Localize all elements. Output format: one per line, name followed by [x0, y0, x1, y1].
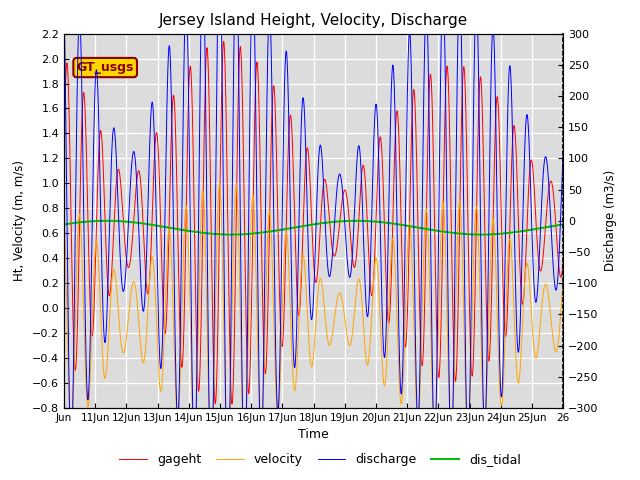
Text: GT_usgs: GT_usgs	[77, 61, 134, 74]
Line: gageht: gageht	[64, 41, 563, 404]
discharge	[85, 380, 93, 386]
gageht	[241, 244, 249, 250]
velocity	[60, 205, 68, 211]
discharge	[430, 438, 438, 444]
dis_tidal	[378, 219, 385, 225]
discharge	[241, 469, 249, 475]
velocity	[378, 342, 385, 348]
Line: velocity: velocity	[64, 183, 563, 451]
velocity	[430, 424, 438, 430]
velocity	[241, 441, 249, 446]
discharge	[457, 12, 465, 17]
dis_tidal	[241, 231, 248, 237]
dis_tidal	[559, 221, 567, 227]
gageht	[60, 148, 68, 154]
discharge	[356, 145, 364, 151]
gageht	[356, 204, 364, 210]
Line: dis_tidal: dis_tidal	[64, 221, 563, 235]
gageht	[559, 257, 567, 263]
gageht	[457, 150, 465, 156]
discharge	[559, 148, 567, 154]
dis_tidal	[356, 218, 364, 224]
Line: discharge: discharge	[64, 0, 563, 480]
Y-axis label: Discharge (m3/s): Discharge (m3/s)	[604, 170, 617, 271]
velocity	[216, 180, 223, 186]
velocity	[559, 278, 567, 284]
dis_tidal	[85, 218, 93, 224]
X-axis label: Time: Time	[298, 429, 329, 442]
discharge	[60, 1, 68, 7]
gageht	[228, 401, 236, 407]
dis_tidal	[430, 228, 438, 233]
discharge	[378, 273, 385, 278]
velocity	[85, 396, 93, 402]
Title: Jersey Island Height, Velocity, Discharge: Jersey Island Height, Velocity, Discharg…	[159, 13, 468, 28]
dis_tidal	[352, 218, 360, 224]
dis_tidal	[477, 232, 484, 238]
velocity	[224, 448, 232, 454]
dis_tidal	[60, 221, 68, 227]
gageht	[378, 140, 385, 146]
dis_tidal	[457, 231, 465, 237]
gageht	[85, 266, 93, 272]
Legend: gageht, velocity, discharge, dis_tidal: gageht, velocity, discharge, dis_tidal	[115, 448, 525, 471]
velocity	[457, 210, 465, 216]
gageht	[430, 198, 438, 204]
Y-axis label: Ht, Velocity (m, m/s): Ht, Velocity (m, m/s)	[13, 160, 26, 281]
velocity	[356, 277, 364, 283]
gageht	[220, 38, 227, 44]
